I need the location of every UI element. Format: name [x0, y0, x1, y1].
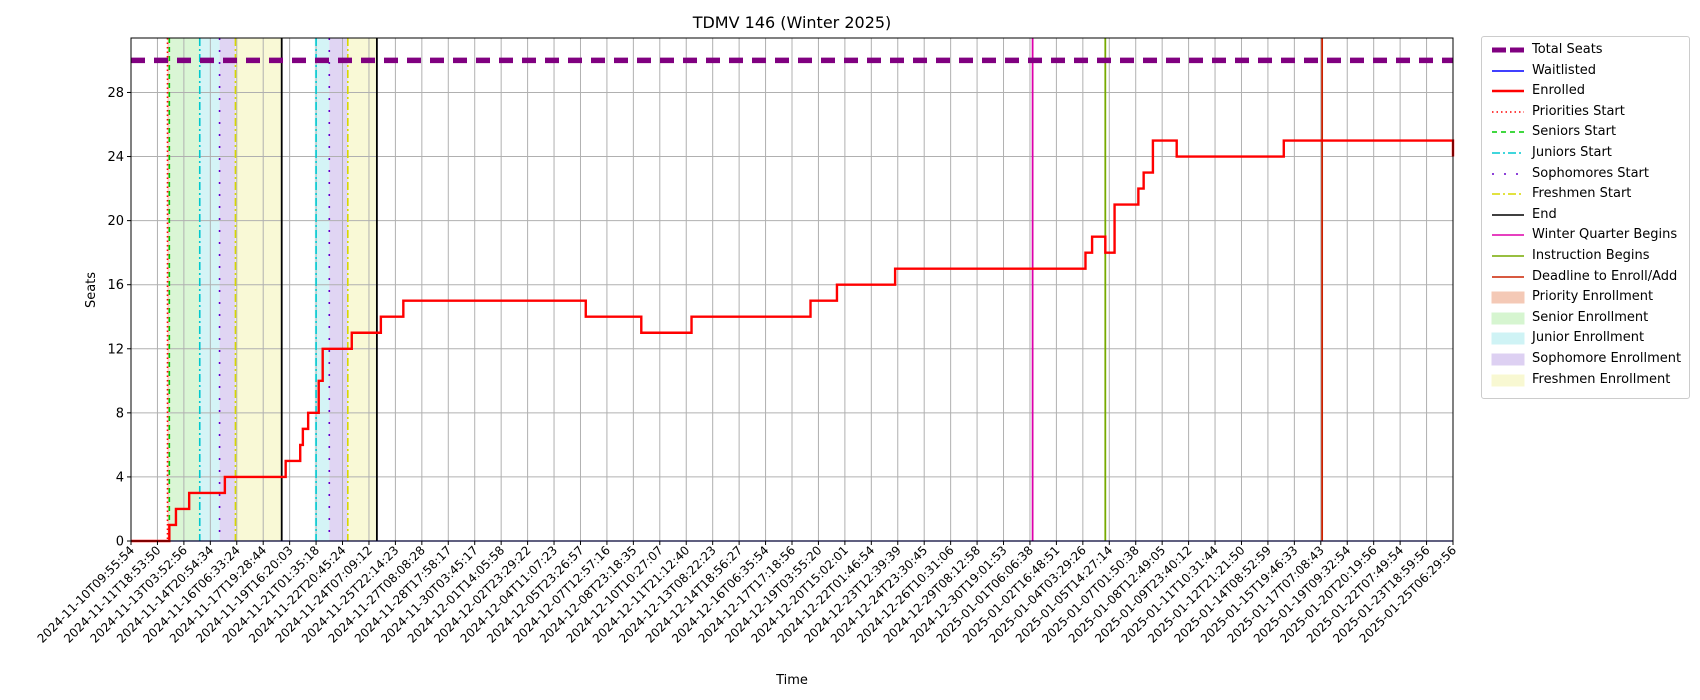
x-axis-ticks: 2024-11-10T09:55:542024-11-11T18:53:5020…: [35, 541, 1459, 646]
legend-symbol: [1491, 374, 1525, 386]
legend-patch: [1491, 291, 1525, 304]
legend-item-end: End: [1482, 205, 1689, 226]
band-senior-enrollment-1: [169, 38, 200, 541]
legend-symbol: [1492, 275, 1524, 278]
vertical-markers: [166, 38, 1324, 541]
legend-item-total-seats: Total Seats: [1482, 40, 1689, 61]
y-axis-label: Seats: [84, 272, 99, 308]
grid-lines: [130, 38, 1454, 542]
legend-item-enrolled: Enrolled: [1482, 81, 1689, 102]
band-junior-enrollment-5: [314, 38, 330, 541]
legend-label: Freshmen Enrollment: [1532, 371, 1671, 387]
legend-symbol: [1491, 312, 1525, 325]
legend-item-winter-quarter-begins: Winter Quarter Begins: [1482, 225, 1689, 246]
band-freshmen-enrollment-4: [235, 38, 282, 541]
legend-item-waitlisted: Waitlisted: [1482, 61, 1689, 82]
legend-label: Sophomores Start: [1532, 165, 1649, 181]
legend-item-sophomore-enrollment: Sophomore Enrollment: [1482, 349, 1689, 370]
legend-label: Sophomore Enrollment: [1532, 350, 1682, 366]
legend-item-senior-enrollment: Senior Enrollment: [1482, 308, 1689, 329]
legend-symbol: [1492, 214, 1524, 216]
legend-label: Priorities Start: [1532, 103, 1625, 119]
legend-patch: [1491, 353, 1525, 366]
y-tick-label-12: 12: [107, 342, 124, 357]
legend-item-priorities-start: Priorities Start: [1482, 102, 1689, 123]
legend-item-freshmen-enrollment: Freshmen Enrollment: [1482, 370, 1689, 391]
y-tick-label-4: 4: [116, 470, 124, 485]
band-junior-enrollment-2: [199, 38, 220, 541]
legend-label: Junior Enrollment: [1532, 330, 1645, 346]
legend-symbol: [1492, 69, 1524, 72]
legend-label: Enrolled: [1532, 83, 1585, 99]
legend-symbol: [1492, 172, 1524, 175]
legend-patch: [1491, 332, 1525, 345]
legend-symbol: [1492, 152, 1524, 154]
legend-label: Total Seats: [1532, 42, 1603, 57]
legend-symbol: [1491, 332, 1525, 345]
y-tick-label-24: 24: [107, 150, 124, 165]
legend-symbol: [1492, 131, 1524, 134]
y-tick-label-20: 20: [107, 214, 124, 229]
enrollment-period-bands: [167, 38, 377, 541]
band-freshmen-enrollment-7: [347, 38, 377, 541]
legend-label: Deadline to Enroll/Add: [1532, 268, 1678, 284]
legend-symbol: [1491, 353, 1525, 366]
y-tick-label-8: 8: [116, 406, 124, 421]
legend-item-seniors-start: Seniors Start: [1482, 122, 1689, 143]
x-axis-label: Time: [775, 673, 808, 688]
legend-label: Senior Enrollment: [1532, 309, 1649, 325]
legend-patch: [1491, 312, 1525, 325]
y-tick-label-28: 28: [107, 86, 124, 101]
legend-symbol: [1491, 291, 1525, 304]
legend-symbol: [1492, 89, 1524, 93]
legend-item-juniors-start: Juniors Start: [1482, 143, 1689, 164]
band-priority-enrollment-0: [167, 38, 170, 541]
legend-label: Seniors Start: [1532, 124, 1617, 140]
legend-symbol: [1492, 255, 1524, 257]
legend-item-instruction-begins: Instruction Begins: [1482, 246, 1689, 267]
chart-legend: Total Seats Waitlisted Enrolled Priorities …: [1481, 36, 1690, 399]
legend-symbol: [1492, 111, 1524, 113]
legend-patch: [1491, 374, 1525, 386]
legend-label: Priority Enrollment: [1532, 289, 1654, 305]
legend-symbol: [1492, 234, 1524, 237]
chart-title: TDMV 146 (Winter 2025): [692, 13, 892, 32]
legend-label: Freshmen Start: [1532, 186, 1632, 202]
band-sophomore-enrollment-6: [329, 38, 348, 541]
legend-symbol: [1492, 47, 1524, 53]
legend-item-priority-enrollment: Priority Enrollment: [1482, 287, 1689, 308]
legend-label: Instruction Begins: [1532, 247, 1650, 263]
legend-item-junior-enrollment: Junior Enrollment: [1482, 328, 1689, 349]
legend-label: End: [1532, 206, 1557, 222]
y-tick-label-16: 16: [107, 278, 124, 293]
legend-symbol: [1492, 193, 1524, 195]
y-tick-label-0: 0: [116, 535, 124, 550]
y-axis-ticks: 0 4 8 12 16 20 24 28: [107, 86, 131, 550]
legend-label: Winter Quarter Begins: [1532, 227, 1678, 243]
legend-item-deadline-to-enroll-add: Deadline to Enroll/Add: [1482, 267, 1689, 288]
legend-item-sophomores-start: Sophomores Start: [1482, 164, 1689, 185]
legend-label: Waitlisted: [1532, 62, 1597, 78]
series-enrolled: [131, 139, 1455, 543]
legend-item-freshmen-start: Freshmen Start: [1482, 184, 1689, 205]
band-sophomore-enrollment-3: [219, 38, 236, 541]
legend-label: Juniors Start: [1532, 144, 1612, 160]
